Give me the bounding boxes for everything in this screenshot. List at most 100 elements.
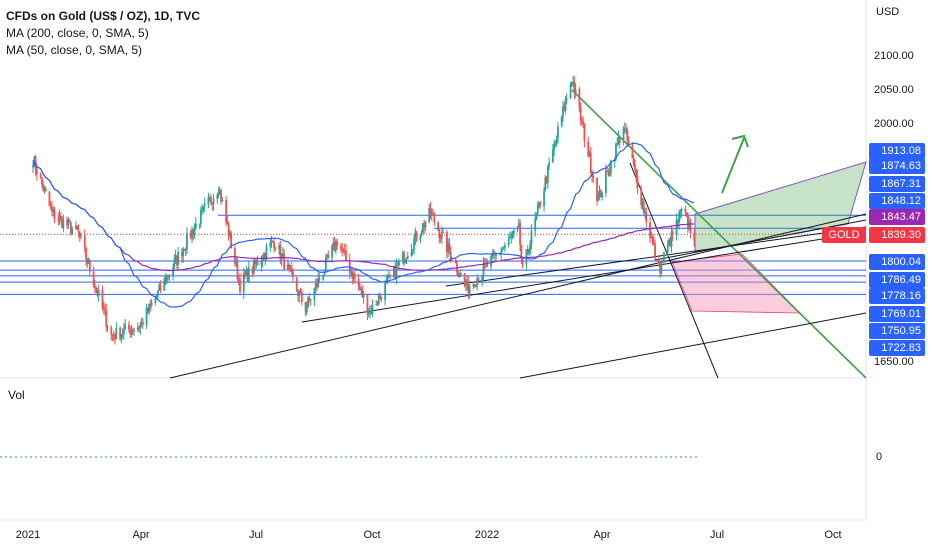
candle-body [642, 201, 645, 213]
candle-body [226, 221, 229, 224]
breakout-arrow-head [731, 134, 749, 148]
ma50-legend[interactable]: MA (50, close, 0, SMA, 5) [6, 43, 143, 57]
candle-body [490, 256, 492, 267]
candle-body [220, 190, 222, 202]
price-tag: 1848.12 [869, 193, 925, 209]
candle-body [604, 171, 607, 194]
projection-zone [671, 253, 801, 314]
candle-body [422, 223, 424, 233]
candle-body [403, 252, 405, 264]
candle-body [606, 171, 609, 173]
candle-body [500, 251, 503, 254]
price-tag: 1913.08 [869, 143, 925, 159]
candle-body [104, 308, 106, 311]
candle-body [679, 210, 682, 213]
candle-body [168, 275, 171, 278]
candle-body [592, 176, 595, 179]
candle-body [83, 235, 86, 248]
candle-body [439, 238, 442, 240]
candle-body [631, 145, 634, 159]
candle-body [318, 278, 321, 280]
candle-body [299, 291, 302, 293]
candle-body [80, 235, 82, 237]
candle-body [181, 251, 183, 257]
candle-body [274, 247, 277, 250]
candle-body [120, 334, 123, 340]
candle-body [77, 230, 80, 232]
candle-body [411, 249, 414, 251]
candle-body [281, 253, 284, 255]
chart-title: CFDs on Gold (US$ / OZ), 1D, TVC [6, 9, 201, 23]
candle-body [398, 261, 400, 266]
candle-body [635, 168, 638, 177]
candle-body [350, 271, 352, 273]
candle-body [75, 225, 77, 229]
candle-body [693, 232, 696, 241]
candle-body [574, 88, 577, 94]
time-tick: Oct [824, 529, 842, 541]
candle-body [657, 258, 660, 264]
candle-body [308, 297, 311, 300]
price-tick: 2050.00 [874, 84, 914, 96]
candle-body [534, 218, 537, 231]
candle-body [544, 177, 547, 191]
candle-body [389, 275, 392, 277]
candle-body [588, 152, 591, 157]
candle-body [472, 283, 475, 287]
candle-body [481, 275, 484, 282]
candle-body [669, 239, 672, 247]
candle-body [512, 230, 515, 235]
candle-body [235, 261, 238, 264]
candle-body [413, 238, 415, 250]
candle-body [199, 210, 202, 225]
candle-body [376, 303, 379, 305]
candle-body [110, 327, 113, 335]
candle-body [622, 128, 625, 143]
candle-body [68, 219, 71, 223]
candle-body [644, 212, 646, 214]
candle-body [410, 250, 413, 257]
candle-body [314, 283, 317, 288]
candle-body [62, 219, 65, 228]
price-tag: 1839.30 [869, 227, 925, 243]
candle-body [270, 240, 273, 243]
candle-body [433, 214, 436, 223]
candle-body [394, 266, 397, 279]
candle-body [454, 261, 457, 264]
candle-body [289, 267, 292, 269]
candle-body [309, 299, 312, 301]
time-tick: Oct [363, 529, 381, 541]
candle-body [459, 273, 462, 277]
candle-body [516, 226, 519, 231]
candle-body [689, 222, 692, 233]
ma200-legend[interactable]: MA (200, close, 0, SMA, 5) [6, 26, 149, 40]
candle-body [361, 288, 364, 298]
candle-body [498, 253, 501, 255]
candle-body [210, 197, 212, 203]
candle-body [659, 263, 662, 274]
candle-body [563, 106, 566, 111]
candle-body [158, 284, 161, 291]
candle-body [599, 190, 602, 198]
candle-body [279, 245, 282, 260]
candle-body [57, 219, 60, 221]
candle-body [230, 232, 233, 249]
candle-body [660, 260, 663, 274]
candle-body [377, 295, 380, 304]
candle-body [163, 278, 166, 291]
breakout-arrow [721, 137, 745, 194]
candle-body [582, 121, 585, 125]
candle-body [610, 161, 612, 173]
candle-body [562, 106, 564, 117]
candle-body [351, 271, 354, 279]
candle-body [596, 178, 598, 202]
candle-body [491, 253, 494, 257]
currency-label: USD [876, 6, 900, 18]
support-trendline [445, 226, 867, 287]
price-tag: 1867.31 [869, 176, 925, 192]
candle-body [415, 231, 418, 241]
time-tick: Jul [709, 529, 725, 541]
candle-body [607, 171, 610, 176]
candle-body [466, 280, 468, 286]
